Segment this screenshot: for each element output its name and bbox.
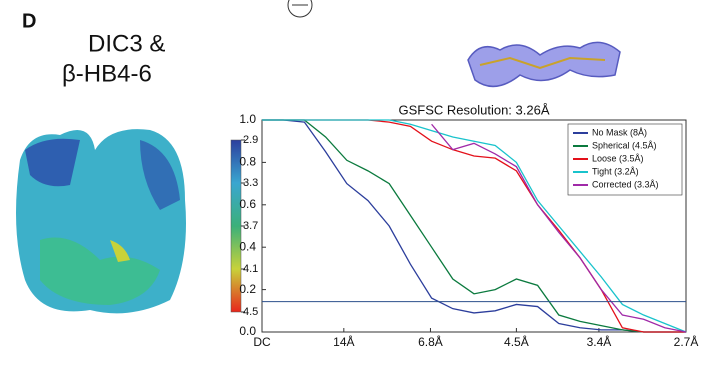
colorbar-tick-label: 3.3 xyxy=(243,177,258,189)
y-tick-label: 0.6 xyxy=(239,197,256,211)
icon xyxy=(288,0,312,17)
figure: D DIC3 & β-HB4-6 2.9 3.3 3.7 4.1 4.5 GSFSC Re… xyxy=(0,0,721,362)
x-tick-label: 2.7Å xyxy=(674,334,699,349)
map-image xyxy=(16,129,186,313)
heading: DIC3 & xyxy=(88,30,165,57)
legend-label: Loose (3.5Å) xyxy=(592,153,644,163)
x-tick-label: 6.8Å xyxy=(418,334,443,349)
legend-label: Corrected (3.3Å) xyxy=(592,179,659,189)
panel-label: D xyxy=(22,10,36,32)
x-tick-label: DC xyxy=(253,335,271,349)
colorbar-tick-label: 3.7 xyxy=(243,220,258,232)
x-tick-label: 3.4Å xyxy=(587,334,612,349)
x-tick-label: 14Å xyxy=(333,334,354,349)
y-tick-label: 0.4 xyxy=(239,239,256,253)
x-tick-label: 4.5Å xyxy=(504,334,529,349)
chart-title: GSFSC Resolution: 3.26Å xyxy=(398,102,549,117)
heading: β-HB4-6 xyxy=(62,60,152,87)
legend-label: Spherical (4.5Å) xyxy=(592,140,657,150)
y-tick-label: 0.2 xyxy=(239,282,256,296)
colorbar-tick-label: 2.9 xyxy=(243,134,258,146)
colorbar-tick-label: 4.5 xyxy=(243,306,258,318)
legend-label: No Mask (8Å) xyxy=(592,127,647,137)
y-tick-label: 0.8 xyxy=(239,155,256,169)
y-tick-label: 1.0 xyxy=(239,112,256,126)
legend-label: Tight (3.2Å) xyxy=(592,166,639,176)
colorbar-tick-label: 4.1 xyxy=(243,263,258,275)
mesh-image xyxy=(468,42,620,86)
